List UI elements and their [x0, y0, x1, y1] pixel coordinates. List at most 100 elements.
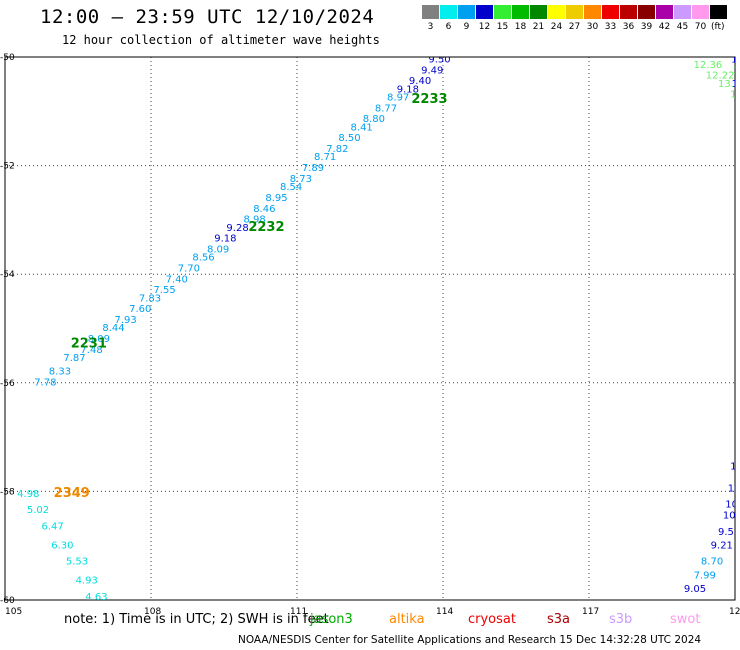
- y-tick-label: -60: [0, 596, 15, 606]
- wave-height-value: 9.18: [397, 84, 419, 95]
- satellite-label: swot: [670, 612, 701, 627]
- colorbar-label: 45: [676, 22, 689, 32]
- wave-height-value: 12.36: [694, 60, 723, 71]
- wave-height-value: 6.47: [42, 521, 64, 532]
- x-tick-label: 111: [290, 607, 307, 617]
- wave-height-value: 10.16: [723, 511, 740, 522]
- colorbar-label: 3: [427, 22, 434, 32]
- wave-height-value: 8.54: [280, 182, 302, 193]
- wave-height-value: 7.48: [80, 345, 102, 356]
- wave-height-value: 7.82: [326, 144, 348, 155]
- pass-time-label: 2232: [248, 220, 284, 235]
- wave-height-value: 13.07: [667, 38, 696, 49]
- wave-height-value: 7.78: [34, 378, 56, 389]
- wave-height-value: 8.97: [387, 92, 409, 103]
- colorbar-label: 70: [694, 22, 707, 32]
- wave-height-value: 5.53: [66, 557, 88, 568]
- wave-height-value: 11.21: [465, 25, 494, 36]
- satellite-label: s3a: [547, 612, 571, 627]
- wave-height-value: 10.01: [441, 44, 470, 55]
- wave-height-value: 7.83: [139, 293, 161, 304]
- wave-height-value: 7.60: [129, 304, 151, 315]
- wave-height-value: 9.49: [421, 65, 443, 76]
- colorbar-swatch: [512, 5, 529, 19]
- colorbar-label: 30: [586, 22, 599, 32]
- wave-height-value: 7.99: [694, 570, 716, 581]
- y-tick-label: -56: [0, 379, 15, 389]
- colorbar-swatch: [566, 5, 583, 19]
- wave-height-value: 8.33: [49, 367, 71, 378]
- pass-time-label: 1443: [652, 0, 688, 15]
- satellite-label: altika: [389, 612, 425, 627]
- wave-height-value: 4.98: [17, 489, 39, 500]
- y-tick-label: -58: [0, 487, 15, 497]
- colorbar-swatch: [548, 5, 565, 19]
- colorbar-label: 6: [445, 22, 452, 32]
- wave-height-value: 5.02: [27, 505, 49, 516]
- x-tick-label: 105: [5, 607, 22, 617]
- satellite-label: jason3: [310, 612, 353, 627]
- colorbar-swatch: [656, 5, 673, 19]
- colorbar-label: 12: [478, 22, 491, 32]
- wave-height-value: 8.73: [290, 174, 312, 185]
- pass-time-label: 2231: [71, 337, 107, 352]
- wave-height-value: 7.87: [63, 353, 85, 364]
- wave-height-value: 8.70: [701, 557, 723, 568]
- satellite-label: s3b: [609, 612, 633, 627]
- x-tick-label: 117: [582, 607, 599, 617]
- wave-height-value: 7.40: [166, 274, 188, 285]
- wave-height-value: 6.30: [51, 540, 73, 551]
- colorbar-label: 27: [568, 22, 581, 32]
- colorbar-swatch: [494, 5, 511, 19]
- wave-height-value: 8.44: [102, 323, 124, 334]
- wave-height-value: 8.77: [375, 103, 397, 114]
- wave-height-value: 13.64: [730, 90, 740, 101]
- colorbar-swatch: [692, 5, 709, 19]
- wave-height-value: 10.13: [725, 500, 740, 511]
- wave-height-value: 13.2: [730, 0, 740, 11]
- wave-height-value: 8.09: [207, 244, 229, 255]
- pass-time-label: 2233: [411, 92, 447, 107]
- wave-height-value: 11.5: [732, 79, 740, 90]
- plot-frame: [4, 56, 736, 601]
- pass-time-label: 2234: [492, 0, 528, 15]
- wave-height-value: 8.80: [363, 114, 385, 125]
- x-tick-label: 114: [436, 607, 453, 617]
- colorbar-swatch: [710, 5, 727, 19]
- pass-time-label: 2349: [54, 486, 90, 501]
- colorbar-label: 42: [658, 22, 671, 32]
- wave-height-value: 8.95: [265, 193, 287, 204]
- wave-height-value: 9.51: [718, 527, 740, 538]
- colorbar-label: 18: [514, 22, 527, 32]
- y-tick-label: -54: [0, 270, 15, 280]
- wave-height-value: 11.2: [731, 54, 740, 65]
- colorbar-swatch: [458, 5, 475, 19]
- chart-subtitle: 12 hour collection of altimeter wave hei…: [62, 33, 380, 47]
- colorbar-swatch: [530, 5, 547, 19]
- wave-height-value: 12.1: [733, 65, 740, 76]
- wave-height-value: 13.04: [647, 16, 676, 27]
- wave-height-value: 9.50: [428, 54, 450, 65]
- y-tick-label: -50: [0, 53, 15, 63]
- wave-height-value: 9.43: [677, 600, 699, 611]
- colorbar-swatch: [584, 5, 601, 19]
- wave-height-value: 8.78: [487, 3, 509, 14]
- colorbar-swatch: [674, 5, 691, 19]
- colorbar-swatch: [422, 5, 439, 19]
- colorbar-label: 39: [640, 22, 653, 32]
- wave-height-value: 9.21: [711, 540, 733, 551]
- colorbar-swatch: [602, 5, 619, 19]
- colorbar-label: 24: [550, 22, 563, 32]
- footer-note: note: 1) Time is in UTC; 2) SWH is in fe…: [64, 612, 329, 627]
- colorbar-swatch: [440, 5, 457, 19]
- colorbar-swatch: [638, 5, 655, 19]
- wave-height-value: 12.3: [734, 92, 740, 103]
- wave-height-value: 4.63: [85, 592, 107, 603]
- colorbar-label: 15: [496, 22, 509, 32]
- wave-height-value: 11.4: [730, 41, 740, 52]
- wave-height-value: 8.71: [314, 152, 336, 163]
- colorbar-label: 33: [604, 22, 617, 32]
- data-layer: 7.788.337.877.488.098.447.937.607.837.55…: [17, 0, 740, 611]
- x-tick-label: 120: [729, 607, 740, 617]
